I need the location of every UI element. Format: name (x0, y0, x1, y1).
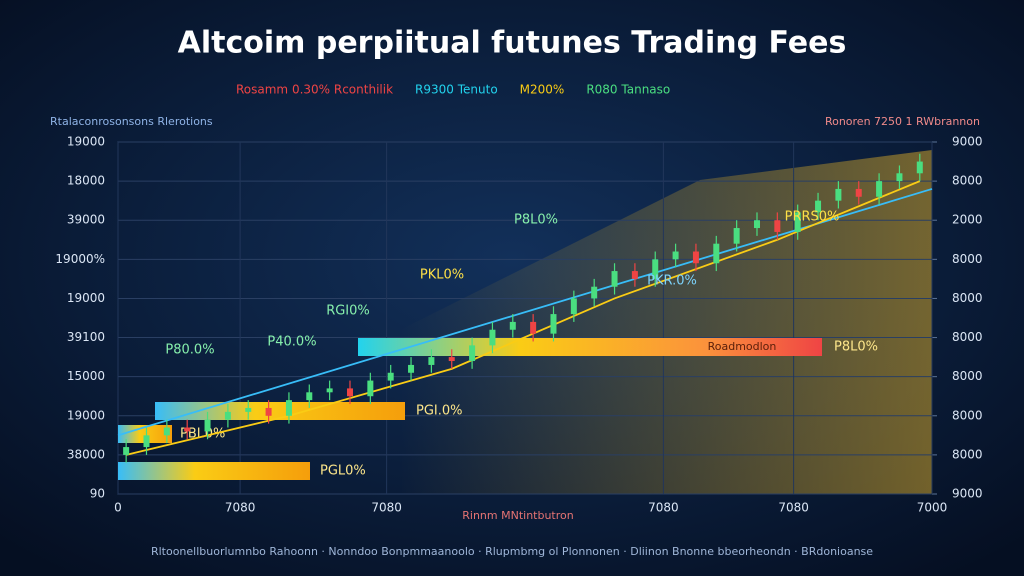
y-tick-label: 39000 (67, 213, 105, 227)
y2-tick-label: 8000 (952, 252, 983, 266)
fee-bar-label: PBI.0% (180, 427, 225, 442)
legend-entry: R080 Tannaso (586, 83, 670, 97)
candle-body (143, 435, 150, 448)
candle-body (835, 188, 842, 201)
candle-body (876, 181, 883, 197)
candle-body (224, 411, 231, 420)
candle-body (469, 345, 476, 362)
annotation: P80.0% (165, 343, 214, 358)
annotation: PKL0% (420, 268, 464, 283)
fee-bar-label: PGL0% (320, 464, 366, 479)
candle-body (550, 314, 557, 334)
legend-entry: Rosamm 0.30% Rconthilik (236, 83, 393, 97)
candle-body (204, 419, 211, 432)
candle-body (815, 200, 822, 213)
y2-tick-label: 8000 (952, 369, 983, 383)
candle-body (265, 407, 272, 416)
y-tick-label: 38000 (67, 447, 105, 461)
footer: Rltoonellbuorlumnbo Rahoonn · Nonndoo Bo… (151, 545, 873, 558)
x-tick-label: 7080 (225, 501, 256, 515)
y2-tick-label: 2000 (952, 213, 983, 227)
y2-tick-label: 8000 (952, 291, 983, 305)
legend-entry: R9300 Tenuto (415, 83, 498, 97)
candle-body (672, 251, 679, 260)
y2-tick-label: 8000 (952, 408, 983, 422)
y-tick-label: 19000 (67, 291, 105, 305)
y2-axis-label: Ronoren 7250 1 RWbrannon (825, 115, 980, 128)
candle-body (713, 243, 720, 264)
fee-bar (155, 402, 405, 420)
y-tick-label: 19000 (67, 408, 105, 422)
candle-body (896, 173, 903, 182)
candle-body (448, 357, 455, 362)
x-axis-label: Rinnm MNtintbutron (462, 509, 574, 522)
x-tick-label: 7000 (917, 501, 948, 515)
candle-body (326, 388, 333, 393)
candle-body (733, 228, 740, 244)
plot: 90 38000 19000 15000 39100 19000 19000% 39000 18… (55, 135, 982, 515)
y-tick-label: 18000 (67, 174, 105, 188)
candle-body (163, 427, 170, 436)
annotation: P40.0% (267, 335, 316, 350)
candle-body (530, 321, 537, 334)
candle-body (123, 447, 130, 455)
annotation: PRRS0% (785, 210, 840, 225)
candle-body (346, 388, 353, 397)
fee-bar (118, 425, 172, 443)
x-tick-label: 7080 (778, 501, 809, 515)
candle-body (509, 321, 516, 330)
annotation: RGI0% (326, 304, 370, 319)
y2-tick-label: 8000 (952, 174, 983, 188)
candle-body (631, 271, 638, 279)
candle-body (753, 220, 760, 229)
candle-body (774, 220, 781, 232)
area-glow (400, 150, 932, 494)
candle-body (306, 392, 313, 401)
legend-entry: M200% (520, 83, 565, 97)
fee-bar-label: P8L0% (834, 340, 878, 355)
x-tick-label: 0 (114, 501, 122, 515)
y-tick-label: 19000% (55, 252, 105, 266)
y2-tick-label: 9000 (952, 135, 983, 149)
candle-body (285, 400, 292, 416)
candle-body (611, 271, 618, 287)
candle-body (184, 427, 191, 432)
y2-tick-label: 8000 (952, 447, 983, 461)
candle-body (387, 372, 394, 381)
x-tick-label: 7080 (371, 501, 402, 515)
candle-body (591, 286, 598, 299)
candle-body (652, 259, 659, 279)
candle-body (489, 329, 496, 346)
fee-bar-inner: Roadmodlon (708, 340, 777, 353)
candle-body (367, 380, 374, 397)
fee-bar-label: PGI.0% (416, 404, 463, 419)
candle-body (570, 298, 577, 315)
y-tick-label: 19000 (67, 135, 105, 149)
candle-body (245, 407, 252, 412)
y2-tick-label: 9000 (952, 487, 983, 501)
candle-body (692, 251, 699, 264)
annotation: PKR.0% (647, 274, 697, 289)
y-tick-label: 15000 (67, 369, 105, 383)
title: Altcoim perpiitual futunes Trading Fees (178, 26, 847, 61)
y-tick-label: 39100 (67, 330, 105, 344)
candle-body (916, 161, 923, 174)
y-tick-label: 90 (90, 487, 105, 501)
candle-body (855, 188, 862, 197)
y-axis-label: Rtalaconrosonsons Rlerotions (50, 115, 213, 128)
candle-body (428, 357, 435, 365)
y2-tick-label: 8000 (952, 330, 983, 344)
candle-body (408, 364, 415, 373)
x-tick-label: 7080 (648, 501, 679, 515)
fee-bar (118, 462, 310, 480)
annotation: P8L0% (514, 213, 558, 228)
candle-body (794, 212, 801, 232)
